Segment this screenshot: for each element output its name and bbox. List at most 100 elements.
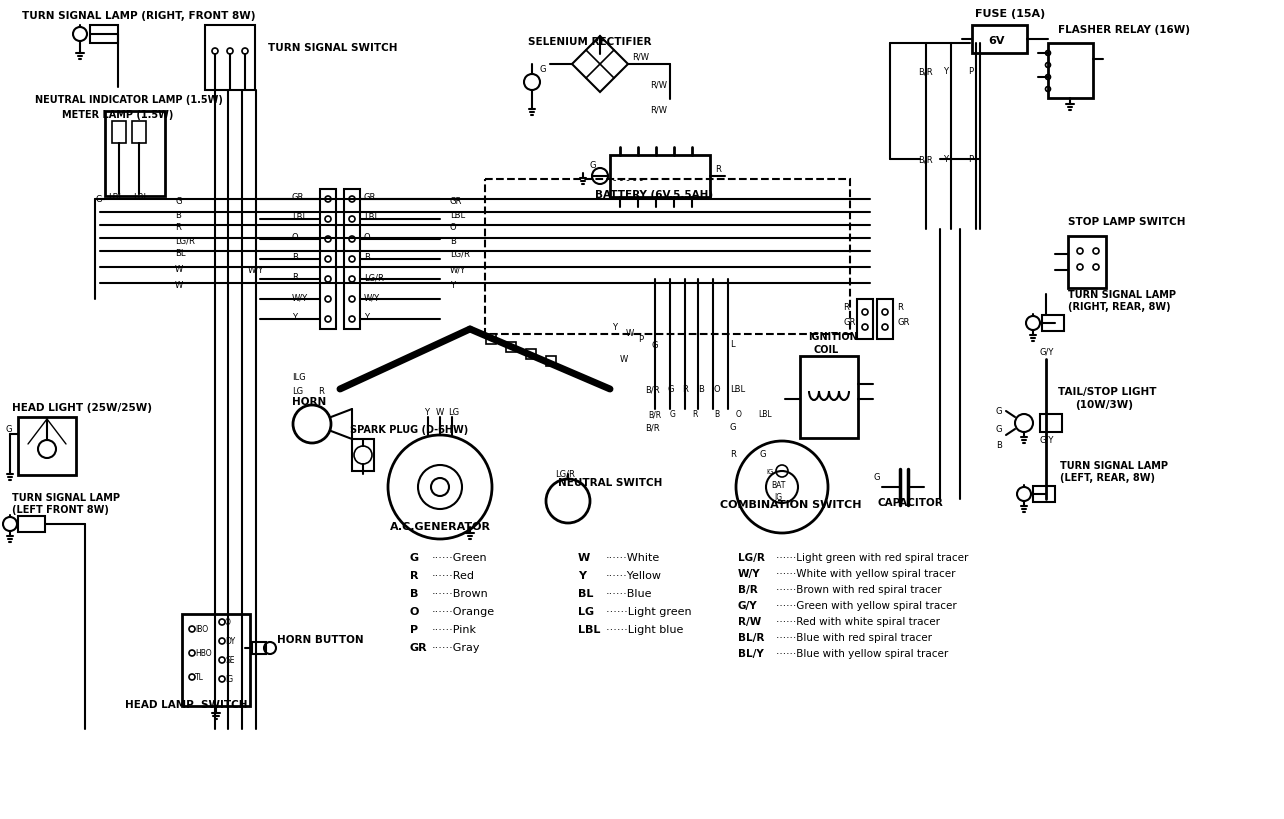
Text: ······Light green: ······Light green xyxy=(606,606,692,616)
Text: G: G xyxy=(175,197,181,206)
Bar xyxy=(487,335,496,345)
Text: B: B xyxy=(291,253,298,262)
Bar xyxy=(344,190,360,329)
Text: Y: Y xyxy=(363,313,369,322)
Text: LG/R: LG/R xyxy=(738,552,765,563)
Text: BAT: BAT xyxy=(770,481,786,490)
Text: LG/R: LG/R xyxy=(449,249,470,258)
Text: L: L xyxy=(731,340,734,349)
Text: SE: SE xyxy=(225,656,235,665)
Text: Y: Y xyxy=(612,324,618,332)
Text: B/R: B/R xyxy=(738,584,758,595)
Text: (LEFT, REAR, 8W): (LEFT, REAR, 8W) xyxy=(1061,473,1156,482)
Text: GR: GR xyxy=(449,197,462,206)
Text: B: B xyxy=(698,385,704,394)
Text: CAPACITOR: CAPACITOR xyxy=(878,497,944,508)
Text: Y: Y xyxy=(942,67,948,76)
Text: BL: BL xyxy=(175,249,185,258)
Text: LBL: LBL xyxy=(449,210,465,219)
Text: O: O xyxy=(225,618,231,627)
Text: GR: GR xyxy=(898,318,909,327)
Text: G: G xyxy=(591,161,597,170)
Text: O: O xyxy=(714,385,720,394)
Text: Y: Y xyxy=(424,408,429,417)
Text: O: O xyxy=(291,233,299,242)
Text: COMBINATION SWITCH: COMBINATION SWITCH xyxy=(720,500,862,509)
Text: G/Y: G/Y xyxy=(1040,435,1054,444)
Text: B: B xyxy=(449,236,456,245)
Text: TURN SIGNAL SWITCH: TURN SIGNAL SWITCH xyxy=(268,43,398,53)
Text: G: G xyxy=(541,66,547,75)
Text: BL/R: BL/R xyxy=(738,632,764,642)
Text: R: R xyxy=(318,387,324,396)
Text: B: B xyxy=(996,441,1002,450)
Text: COIL: COIL xyxy=(813,345,838,355)
Text: SELENIUM RECTIFIER: SELENIUM RECTIFIER xyxy=(528,37,651,47)
Text: B/R: B/R xyxy=(918,67,932,76)
Bar xyxy=(800,356,858,438)
Text: G: G xyxy=(731,423,737,432)
Bar xyxy=(320,190,336,329)
Text: W: W xyxy=(578,552,591,563)
Text: P: P xyxy=(410,624,419,634)
Text: G: G xyxy=(670,410,675,419)
Text: W/Y: W/Y xyxy=(248,265,265,274)
Text: LG: LG xyxy=(291,387,303,396)
Bar xyxy=(352,440,374,472)
Text: GR: GR xyxy=(844,318,855,327)
Text: Y: Y xyxy=(291,313,297,322)
Text: BL: BL xyxy=(578,588,593,598)
Text: R: R xyxy=(410,570,419,581)
Bar xyxy=(105,112,166,197)
Text: R: R xyxy=(844,303,849,312)
Text: B/R: B/R xyxy=(645,385,660,394)
Bar xyxy=(112,122,126,144)
Text: G: G xyxy=(410,552,419,563)
Text: IG: IG xyxy=(767,468,773,474)
Text: IG: IG xyxy=(225,675,234,684)
Text: LG: LG xyxy=(448,408,460,417)
Text: R/W: R/W xyxy=(738,616,761,627)
Text: ······White with yellow spiral tracer: ······White with yellow spiral tracer xyxy=(776,568,955,578)
Bar xyxy=(18,516,45,532)
Text: METER LAMP (1.5W): METER LAMP (1.5W) xyxy=(62,110,173,120)
Text: ······Yellow: ······Yellow xyxy=(606,570,663,581)
Text: B: B xyxy=(175,210,181,219)
Text: B/R: B/R xyxy=(918,156,932,165)
Bar xyxy=(856,300,873,340)
Text: ······Blue: ······Blue xyxy=(606,588,652,598)
Text: W: W xyxy=(620,355,628,364)
Text: G: G xyxy=(652,341,659,350)
Text: G: G xyxy=(996,425,1003,434)
Bar xyxy=(1048,44,1093,99)
Text: FUSE (15A): FUSE (15A) xyxy=(975,9,1045,19)
Text: W: W xyxy=(627,329,634,338)
Text: HBO: HBO xyxy=(195,649,212,658)
Text: (LEFT FRONT 8W): (LEFT FRONT 8W) xyxy=(12,505,109,514)
Text: W/Y: W/Y xyxy=(291,293,308,302)
Text: LBL: LBL xyxy=(363,213,379,222)
Text: GR: GR xyxy=(291,193,304,202)
Text: G: G xyxy=(668,385,674,394)
Text: R/W: R/W xyxy=(650,80,666,89)
Text: R: R xyxy=(898,303,903,312)
Text: ······Orange: ······Orange xyxy=(431,606,496,616)
Text: LBL: LBL xyxy=(108,193,123,202)
Text: LG: LG xyxy=(578,606,594,616)
Text: ······Blue with yellow spiral tracer: ······Blue with yellow spiral tracer xyxy=(776,648,949,658)
Text: HORN: HORN xyxy=(291,396,326,406)
Text: DY: DY xyxy=(225,636,235,645)
Text: TURN SIGNAL LAMP (RIGHT, FRONT 8W): TURN SIGNAL LAMP (RIGHT, FRONT 8W) xyxy=(22,11,256,21)
Bar xyxy=(132,122,146,144)
Text: ······Brown with red spiral tracer: ······Brown with red spiral tracer xyxy=(776,584,941,595)
Text: ······Gray: ······Gray xyxy=(431,642,480,652)
Text: IGNITION: IGNITION xyxy=(808,332,858,342)
Text: IBO: IBO xyxy=(195,625,208,634)
Text: Y: Y xyxy=(942,156,948,165)
Text: ······Pink: ······Pink xyxy=(431,624,476,634)
Text: LBL: LBL xyxy=(731,385,745,394)
Bar xyxy=(546,356,556,367)
Text: TAIL/STOP LIGHT: TAIL/STOP LIGHT xyxy=(1058,387,1157,396)
Text: ······Light blue: ······Light blue xyxy=(606,624,683,634)
Bar xyxy=(610,156,710,197)
